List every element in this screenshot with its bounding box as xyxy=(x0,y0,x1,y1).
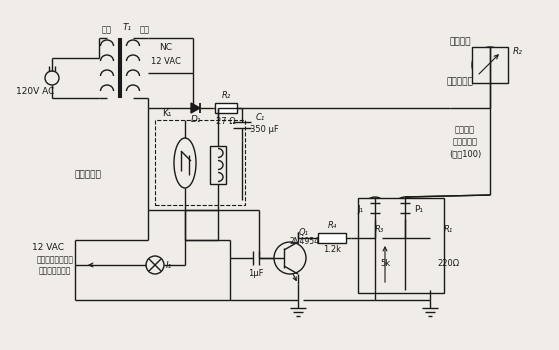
Text: 1.2k: 1.2k xyxy=(323,245,341,254)
Text: C₁: C₁ xyxy=(255,113,264,122)
Text: R₄: R₄ xyxy=(328,222,337,231)
Text: I₁: I₁ xyxy=(166,260,172,270)
Bar xyxy=(215,103,237,113)
Ellipse shape xyxy=(174,138,196,188)
Text: P₁: P₁ xyxy=(415,204,424,214)
Text: T₁: T₁ xyxy=(122,23,131,33)
Text: 次级: 次级 xyxy=(140,26,150,35)
Text: 初级: 初级 xyxy=(102,26,112,35)
Text: 玻璃探针: 玻璃探针 xyxy=(449,37,471,47)
Text: 220Ω: 220Ω xyxy=(437,259,459,268)
Text: 1μF: 1μF xyxy=(248,268,264,278)
Text: J₁: J₁ xyxy=(358,204,364,214)
Bar xyxy=(318,233,346,243)
Text: K₁: K₁ xyxy=(162,110,172,119)
Bar xyxy=(472,47,508,83)
Circle shape xyxy=(45,71,59,85)
Circle shape xyxy=(274,242,306,274)
Text: R₁: R₁ xyxy=(443,225,453,234)
Text: Q₁: Q₁ xyxy=(299,228,309,237)
Bar xyxy=(210,146,226,184)
Text: 电铃、蜂鸣器等: 电铃、蜂鸣器等 xyxy=(39,266,71,275)
Polygon shape xyxy=(191,103,200,113)
Bar xyxy=(423,238,437,290)
Text: 簧片继电器: 簧片继电器 xyxy=(74,170,101,180)
Text: R₃: R₃ xyxy=(375,225,383,234)
Text: 12 VAC: 12 VAC xyxy=(32,243,64,252)
Circle shape xyxy=(394,197,416,219)
Text: 根导电电罆: 根导电电罆 xyxy=(452,138,477,147)
Text: D₁: D₁ xyxy=(191,116,201,125)
Circle shape xyxy=(472,47,508,83)
Text: NC: NC xyxy=(159,43,173,52)
Bar xyxy=(358,198,444,293)
Text: 2N4954: 2N4954 xyxy=(289,238,319,246)
Text: 5k: 5k xyxy=(380,259,390,268)
Text: 120V AC: 120V AC xyxy=(16,88,54,97)
Text: 热敏电阵器: 热敏电阵器 xyxy=(447,77,473,86)
Text: 绵缘的两: 绵缘的两 xyxy=(455,126,475,134)
Text: 27 Ω: 27 Ω xyxy=(216,117,236,126)
Text: 12 VAC: 12 VAC xyxy=(151,57,181,66)
Text: R₂: R₂ xyxy=(513,48,523,56)
Bar xyxy=(155,120,245,205)
Bar xyxy=(368,238,382,290)
Circle shape xyxy=(364,197,386,219)
Circle shape xyxy=(146,256,164,274)
Text: R₂: R₂ xyxy=(221,91,231,100)
Text: 用于遥控指示器、: 用于遥控指示器、 xyxy=(36,256,73,265)
Text: (插到100): (插到100) xyxy=(449,149,481,159)
Text: 350 μF: 350 μF xyxy=(250,126,278,134)
